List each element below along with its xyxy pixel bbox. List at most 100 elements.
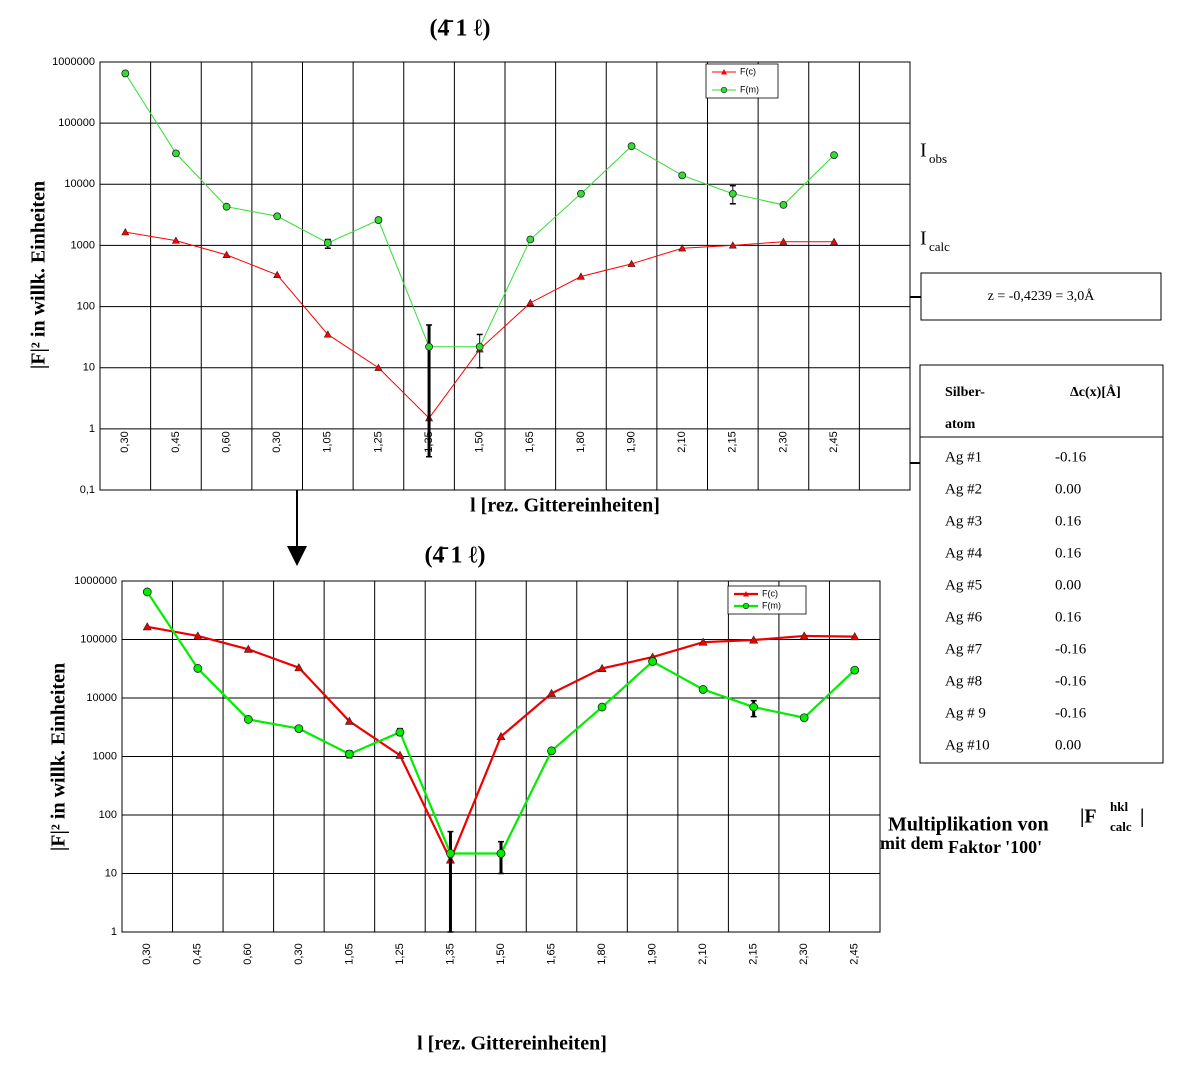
legend: F(c) F(m): [727, 585, 807, 615]
chart-title: (4̄ 1 ℓ): [430, 16, 491, 42]
x-tick-label: 1,90: [625, 431, 637, 452]
table-cell: Ag #8: [945, 673, 982, 689]
point: [678, 171, 687, 180]
z-label: z = -0,4239 = 3,0Å: [988, 288, 1096, 304]
table-header: Δc(x)[Å]: [1070, 384, 1121, 400]
point: [749, 702, 759, 712]
table-frame: [919, 364, 1164, 764]
y-tick-label: 100000: [80, 633, 117, 645]
legend-box: [727, 585, 807, 615]
x-tick-label: 2,15: [748, 943, 760, 964]
point: [395, 750, 405, 759]
point: [323, 330, 332, 338]
table-cell: Ag # 9: [945, 705, 986, 721]
x-tick-label: 0,30: [293, 943, 305, 964]
x-tick-label: 1,80: [575, 431, 587, 452]
point: [446, 849, 455, 858]
point: [222, 250, 231, 258]
point: [344, 716, 354, 725]
point: [243, 715, 253, 724]
note-text: hkl: [1110, 799, 1128, 814]
point: [171, 236, 180, 244]
table-cell: Ag #1: [945, 449, 982, 465]
x-tick-label: 2,45: [849, 943, 861, 964]
iobs-label: I: [920, 140, 927, 162]
y-tick-label: 100: [99, 809, 117, 821]
point: [294, 663, 304, 672]
x-tick-label: 0,45: [192, 943, 204, 964]
x-tick-label: 0,60: [242, 943, 254, 964]
point: [678, 244, 687, 252]
point: [142, 622, 152, 631]
x-tick-label: 0,45: [170, 431, 182, 452]
x-tick-label: 0,30: [271, 431, 283, 452]
x-axis-label: l [rez. Gittereinheiten]: [417, 1033, 607, 1055]
note-text: |F: [1080, 806, 1097, 828]
icalc-label: I: [920, 228, 927, 250]
x-tick-label: 1,50: [474, 431, 486, 452]
point: [344, 749, 354, 759]
x-tick-label: 2,45: [828, 431, 840, 452]
table-body: Ag #1 -0.16 Ag #2 0.00 Ag #3 0.16 Ag #4 0.16 Ag …: [945, 449, 1087, 753]
iobs-sub: obs: [929, 151, 947, 166]
table-cell: -0.16: [1055, 705, 1087, 721]
x-tick-label: 2,10: [697, 943, 709, 964]
point: [779, 201, 788, 209]
table-cell: 0.16: [1055, 609, 1082, 625]
point: [597, 702, 607, 712]
point: [850, 632, 860, 641]
y-tick-label: 10: [83, 362, 95, 374]
legend-box: [705, 63, 779, 99]
legend-label: F(m): [740, 84, 759, 94]
table-cell: -0.16: [1055, 449, 1087, 465]
chart-title: (4̄ 1 ℓ): [425, 543, 486, 569]
point: [526, 235, 535, 244]
y-tick-label: 10000: [64, 178, 95, 190]
point: [374, 363, 383, 371]
table-cell: 0.00: [1055, 577, 1081, 593]
x-tick-label: 1,90: [647, 943, 659, 964]
point: [496, 731, 506, 740]
point: [475, 342, 484, 351]
point: [698, 637, 708, 646]
point: [323, 238, 332, 247]
y-tick-label: 10: [105, 867, 117, 879]
point: [648, 657, 657, 666]
point: [749, 635, 759, 644]
point: [273, 270, 282, 278]
table-cell: -0.16: [1055, 673, 1087, 689]
legend-marker: [721, 69, 727, 75]
point: [243, 644, 253, 653]
table-cell: Ag #5: [945, 577, 982, 593]
legend-label: F(c): [762, 588, 778, 598]
x-tick-label: 2,30: [777, 431, 789, 452]
x-tick-label: 2,30: [798, 943, 810, 964]
x-tick-label: 1,25: [372, 431, 384, 452]
point: [547, 746, 556, 756]
point: [597, 663, 607, 672]
x-axis-label: l [rez. Gittereinheiten]: [470, 495, 660, 517]
note-text: Multiplikation von: [888, 814, 1049, 836]
point: [374, 216, 383, 224]
point: [728, 189, 737, 198]
icalc-sub: calc: [929, 239, 950, 254]
table-cell: Ag #3: [945, 513, 982, 529]
y-tick-label: 100000: [58, 117, 95, 129]
y-tick-label: 1000: [71, 239, 95, 251]
table-cell: Ag #10: [945, 737, 990, 753]
point: [850, 665, 860, 675]
point: [577, 189, 585, 198]
point: [830, 237, 839, 245]
error-bar: [447, 830, 454, 933]
y-axis-label: |F|² in willk. Einheiten: [48, 663, 70, 851]
x-tick-label: 1,50: [495, 943, 507, 964]
x-tick-label: 2,10: [676, 431, 688, 452]
point: [728, 241, 737, 249]
legend-label: F(c): [740, 66, 756, 76]
table-cell: 0.00: [1055, 737, 1081, 753]
legend-marker: [720, 86, 728, 94]
point: [799, 631, 809, 640]
table-cell: 0.00: [1055, 481, 1081, 497]
table-cell: Ag #7: [945, 641, 983, 657]
x-tick-label: 1,25: [394, 943, 406, 964]
